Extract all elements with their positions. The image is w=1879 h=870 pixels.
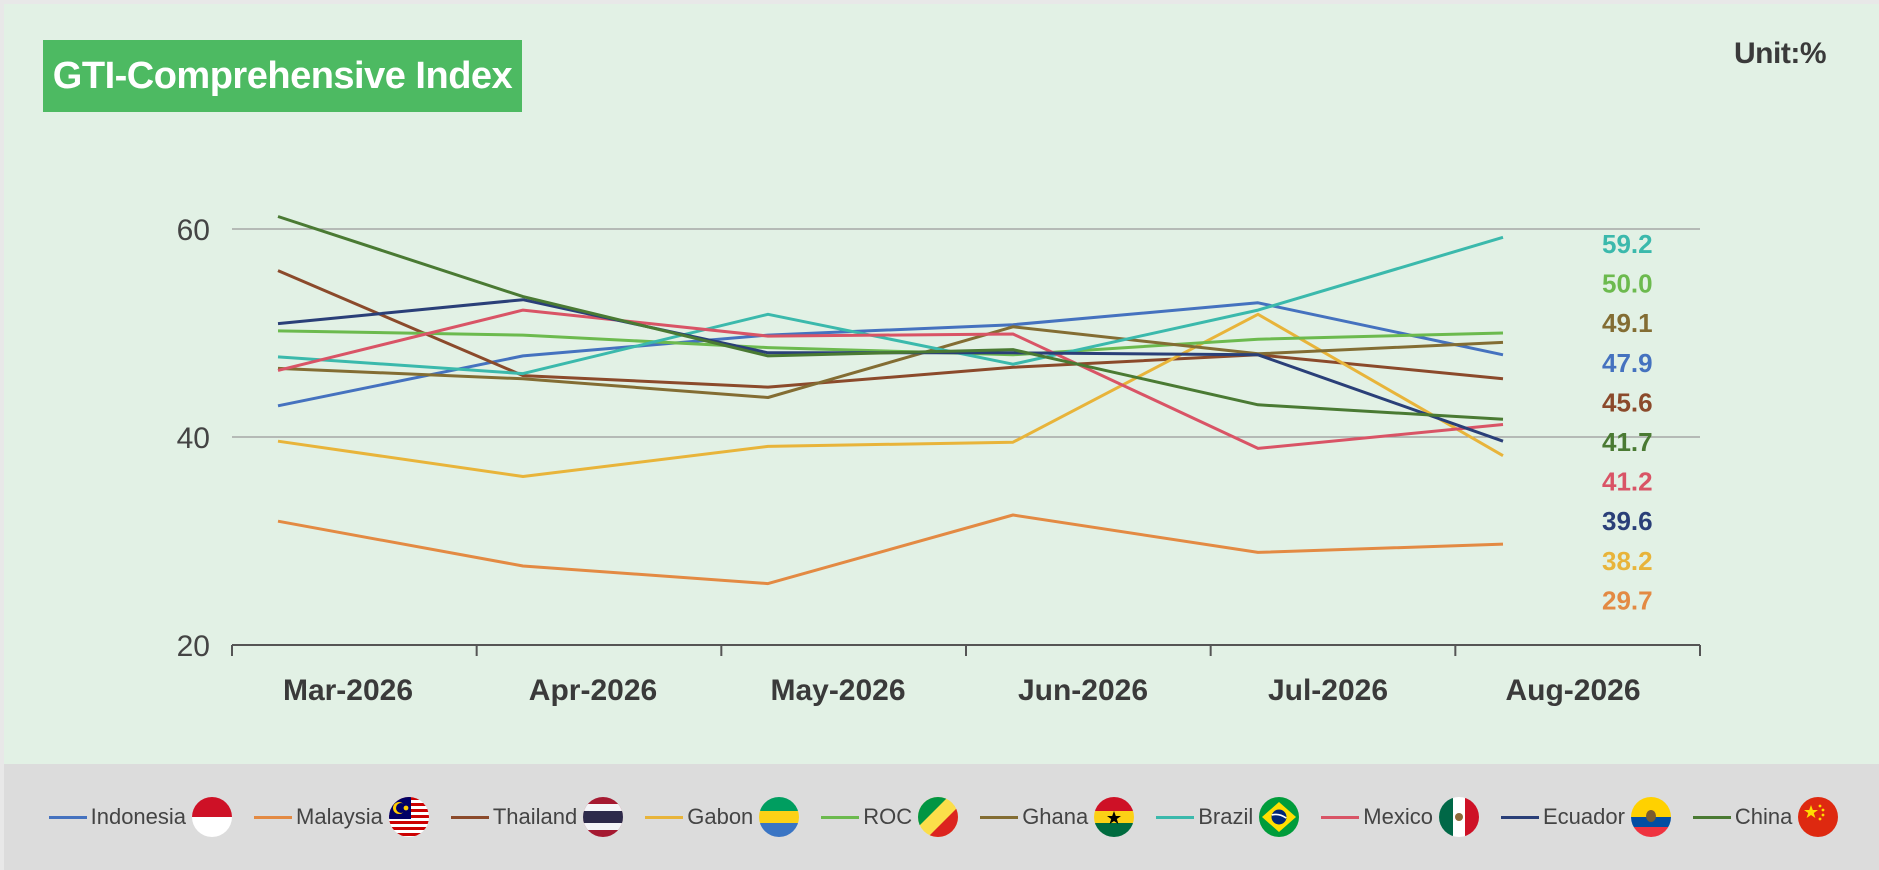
end-value-label-mexico: 41.2 (1602, 467, 1653, 497)
series-line-china (277, 215, 1504, 421)
x-tick-label: Apr-2026 (529, 674, 657, 707)
legend-label: Gabon (687, 804, 754, 829)
legend-item-roc[interactable]: ROC (821, 797, 959, 837)
legend-item-china[interactable]: China (1692, 797, 1839, 837)
legend-label: Ghana (1022, 804, 1089, 829)
chart-title: GTI-Comprehensive Index (52, 54, 513, 97)
chart-title-box: GTI-Comprehensive Index (43, 40, 522, 112)
legend-label: Ecuador (1542, 804, 1625, 829)
end-value-label-malaysia: 29.7 (1602, 585, 1653, 615)
legend-label: ROC (863, 804, 913, 829)
legend-swatch (1321, 815, 1360, 819)
thailand-flag-icon (583, 797, 624, 837)
legend-label: Thailand (492, 804, 578, 829)
end-value-label-gabon: 38.2 (1602, 546, 1653, 576)
end-value-label-ecuador: 39.6 (1602, 506, 1653, 536)
legend: Indonesia Malaysia Thailand Gabon ROC Ghana Br… (4, 764, 1879, 870)
y-tick-label: 20 (177, 630, 210, 663)
legend-swatch (645, 815, 684, 819)
unit-label: Unit:% (1734, 37, 1826, 70)
legend-item-brazil[interactable]: Brazil (1156, 797, 1300, 837)
legend-label: China (1734, 804, 1793, 829)
legend-swatch (450, 815, 489, 819)
legend-label: Brazil (1198, 804, 1254, 829)
axis-layer: 20 40 60 Mar-2026 Apr-2026 May-2026 Jun-2026 Ju… (177, 214, 1701, 707)
legend-swatch (1500, 815, 1539, 819)
legend-swatch (1156, 815, 1195, 819)
ecuador-flag-icon (1630, 797, 1671, 837)
end-value-label-thailand: 45.6 (1602, 387, 1653, 417)
end-value-label-indonesia: 47.9 (1602, 348, 1653, 378)
gabon-flag-icon (759, 797, 800, 837)
legend-swatch (821, 815, 860, 819)
indonesia-flag-icon (192, 797, 233, 837)
series-line-brazil (277, 235, 1504, 376)
legend-item-mexico[interactable]: Mexico (1321, 797, 1479, 837)
legend-item-gabon[interactable]: Gabon (645, 797, 800, 837)
series-line-ghana (277, 325, 1504, 399)
legend-label: Malaysia (296, 804, 383, 829)
end-value-label-brazil: 59.2 (1602, 229, 1653, 259)
legend-bar: Indonesia Malaysia Thailand Gabon ROC Ghana Br… (4, 764, 1879, 870)
malaysia-flag-icon (388, 797, 429, 837)
series-line-indonesia (277, 301, 1504, 408)
chart-panel (4, 4, 1879, 764)
legend-label: Mexico (1363, 804, 1433, 829)
series-line-malaysia (277, 513, 1504, 586)
ghana-flag-icon (1094, 797, 1135, 837)
legend-swatch (254, 815, 293, 819)
mexico-flag-icon (1438, 797, 1479, 837)
x-tick-label: Aug-2026 (1505, 674, 1640, 707)
x-tick-label: Jul-2026 (1268, 674, 1388, 707)
legend-swatch (48, 815, 87, 819)
x-tick-label: Jun-2026 (1018, 674, 1148, 707)
end-value-label-ghana: 49.1 (1602, 308, 1653, 338)
y-tick-label: 60 (177, 214, 210, 247)
x-tick-label: May-2026 (770, 674, 905, 707)
legend-swatch (1692, 815, 1731, 819)
y-tick-label: 40 (177, 422, 210, 455)
legend-item-ecuador[interactable]: Ecuador (1500, 797, 1671, 837)
roc-flag-icon (918, 797, 959, 837)
legend-item-indonesia[interactable]: Indonesia (48, 797, 233, 837)
china-flag-icon (1798, 797, 1839, 837)
series-line-roc (277, 329, 1504, 357)
legend-item-malaysia[interactable]: Malaysia (254, 797, 429, 837)
brazil-flag-icon (1259, 797, 1300, 837)
end-value-label-china: 41.7 (1602, 427, 1653, 457)
legend-swatch (980, 815, 1019, 819)
series-layer (277, 215, 1504, 586)
series-line-thailand (277, 269, 1504, 389)
grid-layer (232, 228, 1700, 438)
end-value-label-roc: 50.0 (1602, 269, 1653, 299)
label-layer: 59.2 50.0 49.1 47.9 45.6 41.7 41.2 39.6 38.2 29.7 (1602, 229, 1653, 615)
x-tick-label: Mar-2026 (283, 674, 413, 707)
series-line-mexico (277, 308, 1504, 450)
legend-item-thailand[interactable]: Thailand (450, 797, 624, 837)
legend-item-ghana[interactable]: Ghana (980, 797, 1135, 837)
legend-label: Indonesia (90, 804, 187, 829)
